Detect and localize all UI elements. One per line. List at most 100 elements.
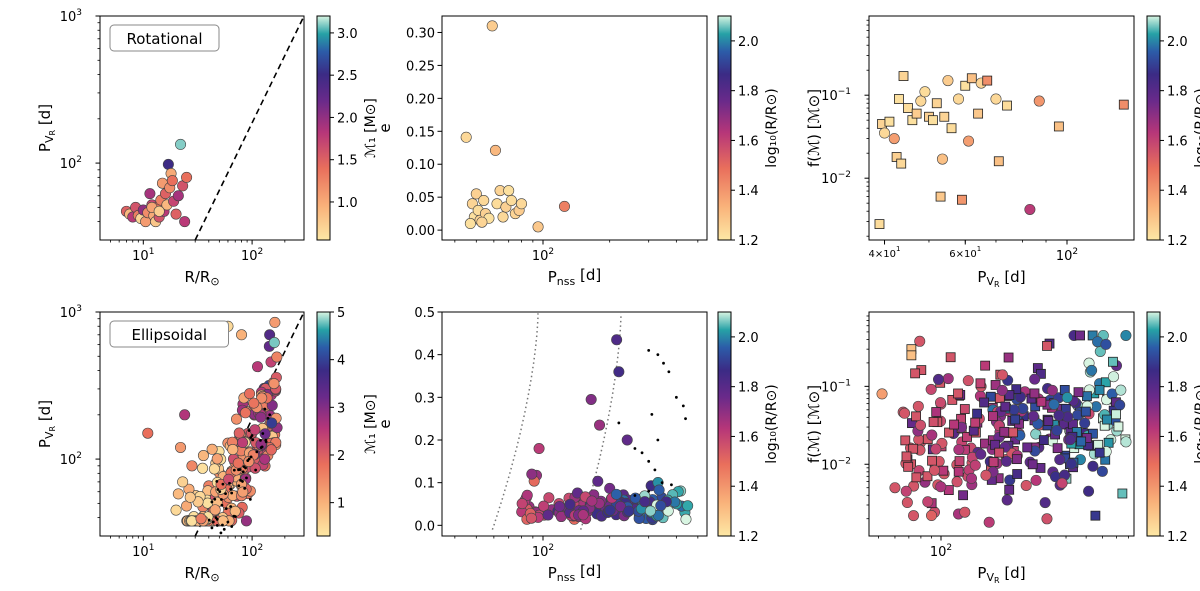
plot-area xyxy=(120,16,304,240)
data-point xyxy=(682,500,694,512)
data-point xyxy=(1027,410,1039,422)
y-tick-label: 0.30 xyxy=(406,26,435,41)
data-point-square xyxy=(988,457,999,467)
data-point-dot xyxy=(656,353,660,357)
data-point-dot xyxy=(254,468,258,472)
data-point xyxy=(497,211,509,223)
data-point xyxy=(926,509,938,521)
colorbar-tick-label: 2.0 xyxy=(1167,35,1188,50)
data-point xyxy=(554,500,566,512)
data-point xyxy=(966,472,978,484)
colorbar-tick-label: 2.0 xyxy=(738,331,759,346)
data-point xyxy=(256,392,268,404)
data-point xyxy=(586,495,598,507)
y-tick-label: 10−1 xyxy=(821,87,851,104)
data-point xyxy=(1000,455,1012,467)
colorbar-tick-label: 1.6 xyxy=(738,134,759,149)
data-point xyxy=(255,411,267,423)
data-point-square xyxy=(958,490,968,501)
colorbar-tick-label: 2.0 xyxy=(738,35,759,50)
data-point-dot xyxy=(230,525,234,528)
colorbar-gradient xyxy=(717,311,732,537)
colorbar-label: log₁₀(R/R⊙) xyxy=(764,384,780,463)
data-point-dot xyxy=(674,395,678,399)
data-point xyxy=(623,505,635,517)
data-point-dot xyxy=(215,524,219,527)
data-point xyxy=(460,131,472,143)
data-point xyxy=(1100,338,1112,350)
data-point-square xyxy=(990,380,1001,390)
x-tick-label: 102 xyxy=(930,543,952,560)
y-axis-label: e xyxy=(376,123,394,132)
data-point xyxy=(197,462,209,474)
data-point-square xyxy=(1008,427,1018,438)
data-point-square xyxy=(945,352,956,363)
data-point-dot xyxy=(681,404,685,408)
colorbar: 1.0 1.5 2.0 2.5 3.0 ℳ₁ [M⊙] xyxy=(316,15,379,241)
data-point xyxy=(558,200,570,212)
data-point-dot xyxy=(251,438,255,442)
axes-frame xyxy=(868,15,1135,241)
x-tick-label: 6×101 xyxy=(949,245,981,260)
data-point xyxy=(585,393,597,405)
data-point xyxy=(1115,384,1127,396)
data-point xyxy=(172,190,184,202)
data-point-dot xyxy=(230,491,234,495)
data-point xyxy=(1120,436,1132,448)
y-axis-label: PVR [d] xyxy=(36,400,57,448)
data-point xyxy=(227,443,239,455)
data-point xyxy=(914,335,926,347)
data-point-square xyxy=(1108,356,1118,367)
data-point-square xyxy=(954,456,965,467)
data-point-square xyxy=(1094,447,1105,458)
y-tick-label: 0.10 xyxy=(406,158,435,173)
data-point xyxy=(934,397,946,409)
data-point-dot xyxy=(247,457,251,461)
colorbar: 1.2 1.4 1.6 1.8 2.0 log₁₀(R/R⊙) xyxy=(1146,311,1200,545)
y-tick-label: 102 xyxy=(60,451,82,468)
colorbar-tick-label: 1.4 xyxy=(1167,184,1188,199)
data-point xyxy=(564,498,576,510)
data-point xyxy=(181,171,193,183)
data-point xyxy=(901,497,913,509)
data-point xyxy=(889,482,901,494)
data-point xyxy=(184,491,196,503)
colorbar-tick-label: 1.2 xyxy=(1167,530,1188,545)
data-point-square xyxy=(1080,406,1091,417)
x-tick-label: 102 xyxy=(532,543,554,560)
colorbar-tick-label: 1.5 xyxy=(337,154,358,169)
data-point xyxy=(1033,95,1045,107)
data-point xyxy=(464,218,476,230)
data-point xyxy=(1048,398,1060,410)
data-point xyxy=(621,434,633,446)
data-point-dot xyxy=(249,455,253,459)
data-point-dot xyxy=(684,417,687,421)
data-point-square xyxy=(903,103,913,113)
data-point-square xyxy=(901,451,912,462)
data-point xyxy=(922,496,934,508)
colorbar-tick-label: 1.6 xyxy=(1167,430,1188,445)
data-point xyxy=(610,488,622,500)
data-point xyxy=(268,378,280,390)
colorbar-tick-label: 4 xyxy=(337,354,345,369)
data-point-dot xyxy=(207,518,211,522)
data-point-dot xyxy=(244,466,247,470)
colorbar: 1.2 1.4 1.6 1.8 2.0 log₁₀(R/R⊙) xyxy=(717,311,780,545)
plot-area xyxy=(491,313,694,530)
data-point xyxy=(269,316,281,328)
data-point xyxy=(186,460,198,472)
colorbar-tick-label: 1.8 xyxy=(1167,85,1188,100)
data-point-square xyxy=(928,115,938,126)
data-point xyxy=(237,486,249,498)
data-point-dot xyxy=(660,481,664,485)
colorbar-label: log₁₀(R/R⊙) xyxy=(1193,384,1200,463)
data-point xyxy=(935,481,947,493)
x-tick-label: 4×101 xyxy=(869,245,901,260)
data-point-square xyxy=(1012,454,1022,465)
data-point-square xyxy=(944,427,954,438)
data-point xyxy=(611,334,623,346)
data-point xyxy=(538,500,550,512)
data-point-square xyxy=(938,465,949,476)
colorbar-tick-label: 2.5 xyxy=(337,69,358,84)
